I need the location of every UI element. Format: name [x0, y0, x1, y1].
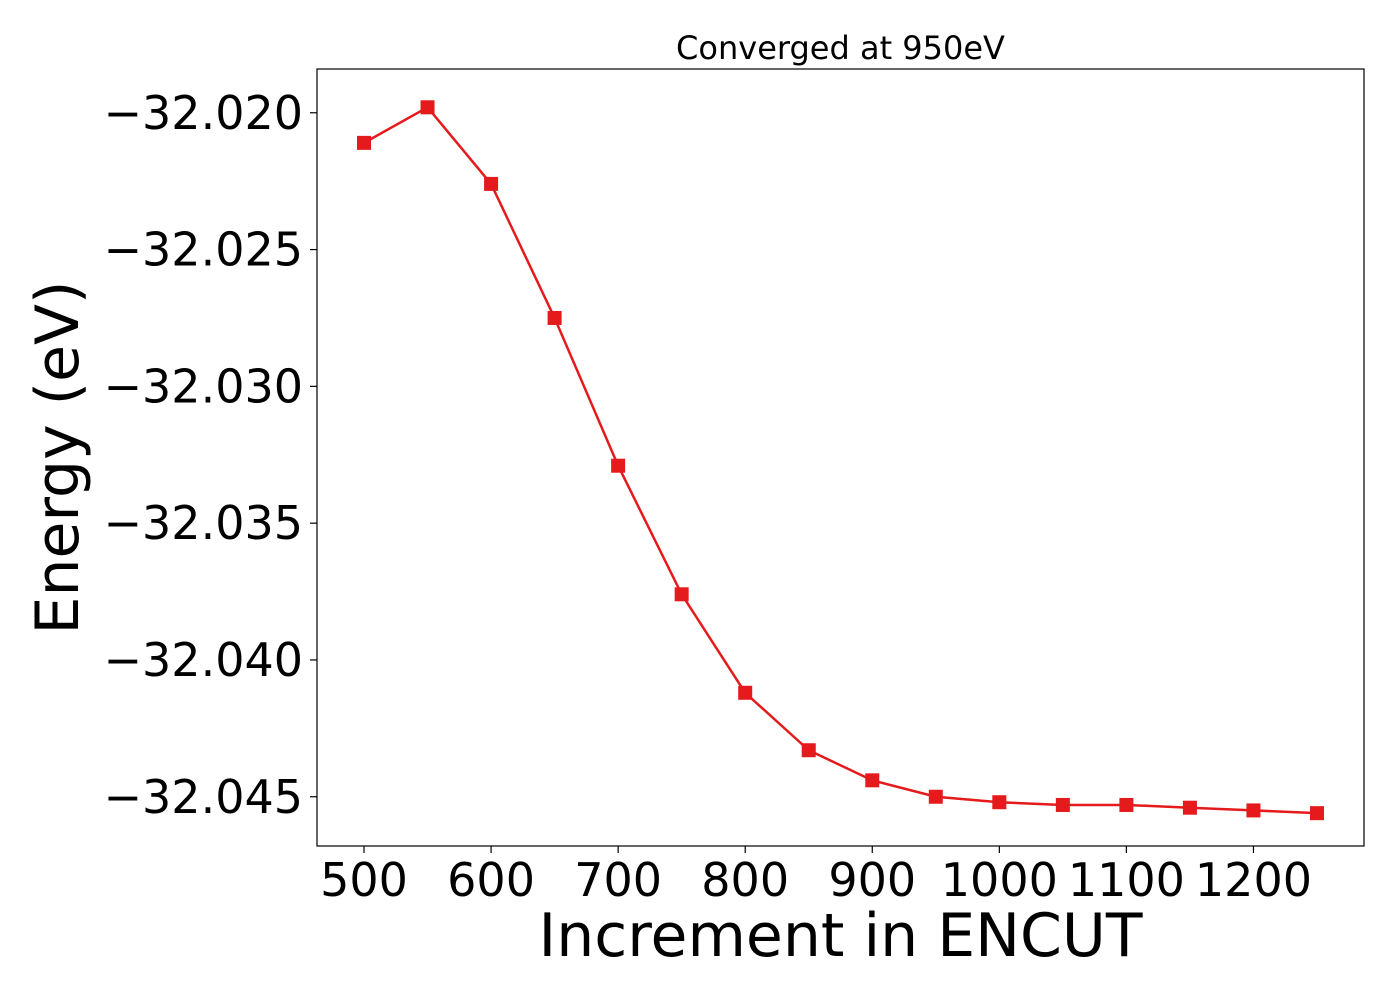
x-tick-label: 1200	[1195, 853, 1312, 907]
x-tick-label: 700	[574, 853, 662, 907]
data-point	[738, 685, 753, 700]
y-tick-label: −32.020	[104, 86, 304, 140]
y-tick-label: −32.045	[104, 770, 304, 824]
data-point	[547, 310, 562, 325]
y-tick-label: −32.035	[104, 496, 304, 550]
y-tick-label: −32.030	[104, 359, 304, 413]
data-point	[357, 135, 372, 150]
x-tick-label: 600	[447, 853, 535, 907]
data-point	[1055, 797, 1070, 812]
y-axis: −32.020 −32.025 −32.030 −32.035 −32.040 −32.0…	[104, 86, 317, 824]
data-point	[484, 176, 499, 191]
data-point	[1246, 803, 1261, 818]
x-axis-title: Increment in ENCUT	[539, 901, 1143, 971]
plot-frame	[316, 68, 1365, 847]
chart-title: Converged at 950eV	[676, 29, 1005, 67]
y-tick-label: −32.040	[104, 633, 304, 687]
data-point	[1182, 800, 1197, 815]
y-axis-title: Energy (eV)	[23, 281, 93, 635]
data-point	[992, 795, 1007, 810]
data-point	[611, 458, 626, 473]
data-point	[865, 773, 880, 788]
x-tick-label: 1100	[1068, 853, 1185, 907]
data-point	[1309, 806, 1324, 821]
series-line	[363, 105, 1318, 815]
data-point	[1119, 797, 1134, 812]
series-group	[357, 100, 1324, 821]
y-tick-label: −32.025	[104, 223, 304, 277]
x-tick-label: 800	[701, 853, 789, 907]
data-point	[674, 587, 689, 602]
x-tick-label: 500	[320, 853, 408, 907]
data-point	[801, 743, 816, 758]
x-tick-label: 900	[828, 853, 916, 907]
data-point	[420, 100, 435, 115]
data-point	[928, 789, 943, 804]
x-tick-label: 1000	[941, 853, 1058, 907]
x-axis: 500 600 700 800 900 1000 1100 1200	[320, 846, 1312, 907]
